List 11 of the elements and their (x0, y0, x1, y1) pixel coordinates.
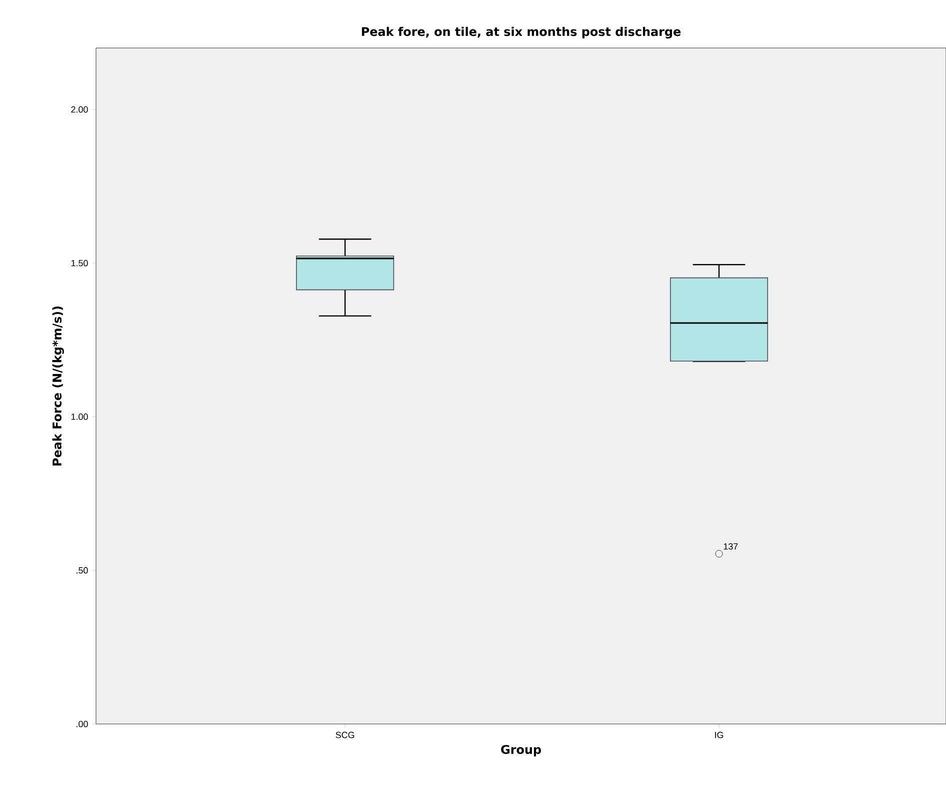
y-tick-label: .00 (76, 720, 88, 728)
x-tick-label: SCG (336, 732, 354, 738)
y-axis-title: Peak Force (N/(kg*m/s)) (52, 306, 64, 466)
y-tick-label: 1.50 (71, 260, 88, 266)
x-axis-title: Group (501, 744, 541, 756)
y-tick-label: 2.00 (71, 106, 88, 113)
chart-title: Peak fore, on tile, at six months post discharge (362, 26, 681, 38)
annotation: 137 (724, 543, 738, 550)
y-tick-label: .50 (76, 567, 88, 574)
y-tick-label: 1.00 (71, 414, 88, 420)
x-tick-label: IG (715, 732, 724, 738)
